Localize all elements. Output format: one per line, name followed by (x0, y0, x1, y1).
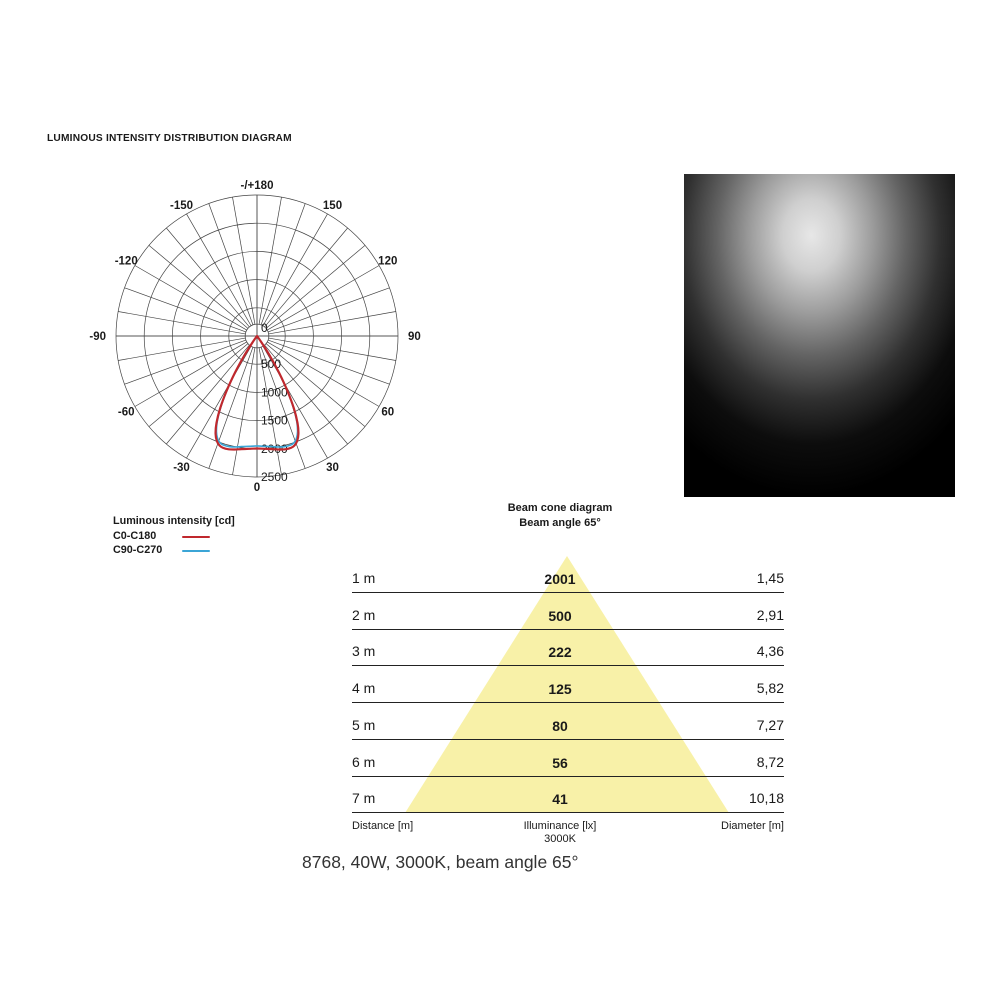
svg-text:150: 150 (323, 200, 342, 212)
svg-text:1000: 1000 (261, 385, 288, 399)
svg-text:-120: -120 (115, 256, 138, 268)
svg-text:90: 90 (408, 331, 421, 343)
svg-text:120: 120 (378, 256, 397, 268)
svg-text:-30: -30 (173, 462, 190, 474)
svg-text:-150: -150 (170, 200, 193, 212)
svg-text:-60: -60 (118, 407, 135, 419)
svg-text:30: 30 (326, 462, 339, 474)
svg-text:-/+180: -/+180 (241, 180, 274, 192)
svg-text:-90: -90 (89, 331, 106, 343)
svg-text:0: 0 (261, 321, 268, 335)
svg-text:2500: 2500 (261, 470, 288, 484)
svg-text:1500: 1500 (261, 414, 288, 428)
svg-text:0: 0 (253, 499, 260, 500)
svg-text:60: 60 (381, 407, 394, 419)
svg-text:0: 0 (254, 482, 260, 494)
